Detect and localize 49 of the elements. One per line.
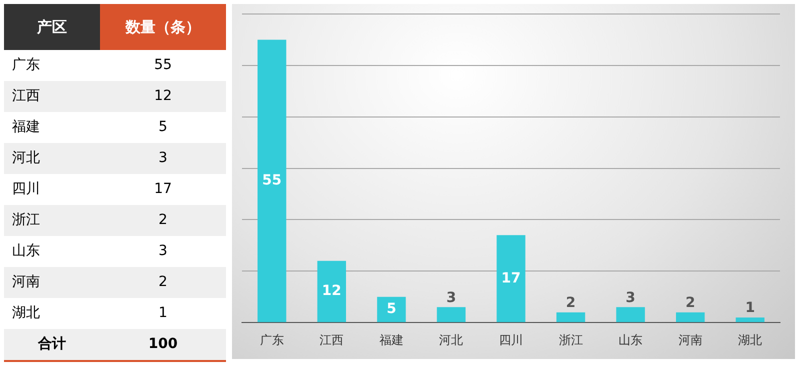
- x-tick-label: 浙江: [558, 332, 583, 347]
- data-label: 2: [158, 273, 168, 292]
- x-tick-label: 河南: [678, 332, 702, 347]
- category-label: 浙江: [11, 211, 41, 230]
- category-label: 河北: [11, 149, 41, 168]
- category-label: 河南: [11, 273, 41, 292]
- category-label: 广东: [11, 56, 41, 75]
- data-label: 2: [685, 294, 696, 311]
- bar: [258, 40, 286, 322]
- x-tick-label: 湖北: [738, 332, 762, 347]
- bar: [496, 235, 526, 322]
- data-label: 12: [153, 87, 173, 106]
- bar: [317, 260, 346, 322]
- data-label: 3: [446, 290, 456, 306]
- category-label: 福建: [11, 118, 41, 137]
- data-label: 55: [262, 172, 282, 189]
- bar: [377, 296, 406, 322]
- text: 产区: [4, 4, 100, 50]
- text: 合计: [37, 335, 67, 354]
- data-label: 2: [158, 211, 168, 230]
- x-tick-label: 广东: [260, 332, 284, 347]
- bar: [616, 307, 645, 322]
- text: 100: [147, 335, 179, 354]
- data-label: 17: [153, 180, 173, 199]
- text: 数量（条）: [100, 4, 226, 50]
- data-label: 12: [322, 283, 342, 300]
- data-label: 5: [386, 301, 396, 318]
- category-label: 山东: [11, 242, 41, 261]
- bar: [436, 307, 466, 322]
- data-label: 1: [745, 300, 755, 316]
- x-tick-label: 福建: [379, 332, 404, 347]
- data-label: 1: [158, 304, 168, 323]
- data-label: 55: [153, 56, 173, 75]
- data-label: 5: [158, 118, 168, 137]
- data-label: 3: [626, 290, 636, 306]
- x-tick-label: 山东: [618, 332, 643, 347]
- bar: [676, 312, 705, 322]
- data-label: 3: [158, 242, 168, 261]
- data-label: 17: [501, 270, 521, 286]
- data-label: 2: [566, 294, 576, 311]
- data-label: 3: [158, 149, 168, 168]
- category-label: 湖北: [11, 304, 41, 323]
- category-label: 四川: [11, 180, 41, 199]
- x-tick-label: 四川: [499, 332, 523, 347]
- bar: [736, 317, 764, 322]
- x-tick-label: 江西: [320, 332, 344, 347]
- x-tick-label: 河北: [439, 332, 464, 347]
- category-label: 江西: [11, 87, 41, 106]
- bar: [556, 312, 586, 322]
